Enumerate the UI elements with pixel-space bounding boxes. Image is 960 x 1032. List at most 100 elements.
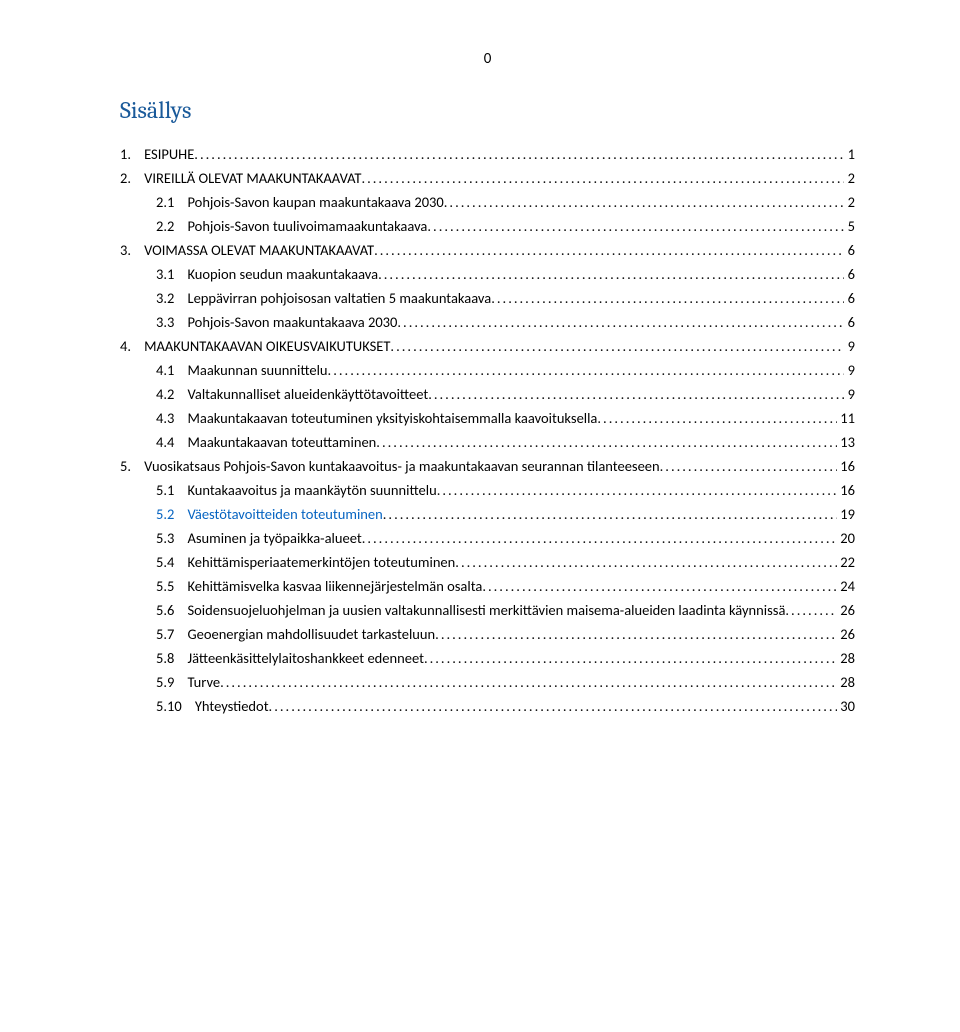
toc-leader-dots [383,504,837,525]
toc-entry-label: 2. VIREILLÄ OLEVAT MAAKUNTAKAAVAT [120,168,361,189]
toc-entry[interactable]: 3.3 Pohjois-Savon maakuntakaava 2030 6 [120,312,855,333]
toc-entry[interactable]: 4.2 Valtakunnalliset alueidenkäyttötavoi… [120,384,855,405]
toc-entry[interactable]: 2.2 Pohjois-Savon tuulivoimamaakuntakaav… [120,216,855,237]
toc-leader-dots [491,288,844,309]
toc-entry[interactable]: 5.2 Väestötavoitteiden toteutuminen 19 [120,504,855,525]
toc-entry-label: 5.9 Turve [156,672,220,693]
toc-entry-page: 11 [837,408,855,429]
toc-leader-dots [362,528,837,549]
toc-entry[interactable]: 2. VIREILLÄ OLEVAT MAAKUNTAKAAVAT 2 [120,168,855,189]
toc-entry[interactable]: 5.6 Soidensuojeluohjelman ja uusien valt… [120,600,855,621]
toc-entry-label: 5.8 Jätteenkäsittelylaitoshankkeet edenn… [156,648,424,669]
toc-entry-page: 6 [844,288,855,309]
toc-entry[interactable]: 4.4 Maakuntakaavan toteuttaminen 13 [120,432,855,453]
toc-leader-dots [390,336,844,357]
toc-entry[interactable]: 5.1 Kuntakaavoitus ja maankäytön suunnit… [120,480,855,501]
toc-entry[interactable]: 5.4 Kehittämisperiaatemerkintöjen toteut… [120,552,855,573]
toc-entry-page: 26 [837,600,855,621]
toc-entry-page: 9 [844,384,855,405]
toc-entry-label: 5.4 Kehittämisperiaatemerkintöjen toteut… [156,552,455,573]
document-page: 0 Sisällys 1. ESIPUHE 1 2. VIREILLÄ OLEVA… [0,0,960,1032]
toc-entry-page: 6 [844,312,855,333]
page-number: 0 [120,50,855,68]
toc-entry-page: 28 [837,672,855,693]
toc-entry-page: 6 [844,240,855,261]
toc-entry-label: 5.5 Kehittämisvelka kasvaa liikennejärje… [156,576,482,597]
toc-entry[interactable]: 4.3 Maakuntakaavan toteutuminen yksityis… [120,408,855,429]
toc-leader-dots [328,360,845,381]
toc-entry-page: 28 [837,648,855,669]
toc-leader-dots [427,216,844,237]
toc-entry-page: 26 [837,624,855,645]
toc-entry-page: 22 [837,552,855,573]
toc-entry-page: 9 [844,360,855,381]
toc-entry[interactable]: 5.10 Yhteystiedot 30 [120,696,855,717]
toc-entry-label: 3. VOIMASSA OLEVAT MAAKUNTAKAAVAT [120,240,374,261]
toc-entry-page: 2 [844,192,855,213]
toc-entry-label: 5.1 Kuntakaavoitus ja maankäytön suunnit… [156,480,437,501]
toc-entry-label: 5.7 Geoenergian mahdollisuudet tarkastel… [156,624,435,645]
toc-entry[interactable]: 5.7 Geoenergian mahdollisuudet tarkastel… [120,624,855,645]
toc-entry-label: 4.2 Valtakunnalliset alueidenkäyttötavoi… [156,384,428,405]
toc-entry-label: 4.4 Maakuntakaavan toteuttaminen [156,432,376,453]
toc-entry[interactable]: 5.9 Turve 28 [120,672,855,693]
toc-leader-dots [269,696,837,717]
toc-entry-page: 6 [844,264,855,285]
toc-entry-label: 1. ESIPUHE [120,144,194,165]
toc-entry-page: 2 [844,168,855,189]
toc-leader-dots [660,456,837,477]
toc-leader-dots [374,240,844,261]
toc-entry[interactable]: 3. VOIMASSA OLEVAT MAAKUNTAKAAVAT 6 [120,240,855,261]
toc-entry-page: 16 [837,480,855,501]
toc-leader-dots [437,480,837,501]
toc-entry[interactable]: 5.5 Kehittämisvelka kasvaa liikennejärje… [120,576,855,597]
toc-entry[interactable]: 4. MAAKUNTAKAAVAN OIKEUSVAIKUTUKSET 9 [120,336,855,357]
toc-entry-label: 3.3 Pohjois-Savon maakuntakaava 2030 [156,312,397,333]
toc-entry[interactable]: 3.1 Kuopion seudun maakuntakaava 6 [120,264,855,285]
toc-entry-page: 1 [844,144,855,165]
toc-leader-dots [424,648,837,669]
toc-leader-dots [194,144,844,165]
toc-leader-dots [376,432,837,453]
toc-entry-page: 16 [837,456,855,477]
toc-entry-label: 5. Vuosikatsaus Pohjois-Savon kuntakaavo… [120,456,660,477]
toc-entry-label: 5.2 Väestötavoitteiden toteutuminen [156,504,383,525]
toc-entry[interactable]: 2.1 Pohjois-Savon kaupan maakuntakaava 2… [120,192,855,213]
toc-leader-dots [785,600,837,621]
toc-entry-label: 2.1 Pohjois-Savon kaupan maakuntakaava 2… [156,192,444,213]
toc-leader-dots [397,312,844,333]
toc-leader-dots [597,408,837,429]
toc-entry-page: 13 [837,432,855,453]
toc-entry[interactable]: 5. Vuosikatsaus Pohjois-Savon kuntakaavo… [120,456,855,477]
toc-entry-label: 4. MAAKUNTAKAAVAN OIKEUSVAIKUTUKSET [120,336,390,357]
toc-entry-page: 5 [844,216,855,237]
toc-leader-dots [220,672,837,693]
toc-entry[interactable]: 5.3 Asuminen ja työpaikka-alueet 20 [120,528,855,549]
toc-entry[interactable]: 5.8 Jätteenkäsittelylaitoshankkeet edenn… [120,648,855,669]
toc-entry-label: 5.10 Yhteystiedot [156,696,269,717]
table-of-contents: 1. ESIPUHE 1 2. VIREILLÄ OLEVAT MAAKUNTAK… [120,144,855,717]
toc-entry-page: 19 [837,504,855,525]
toc-leader-dots [444,192,845,213]
toc-entry-label: 5.6 Soidensuojeluohjelman ja uusien valt… [156,600,785,621]
toc-entry-label: 5.3 Asuminen ja työpaikka-alueet [156,528,362,549]
toc-entry[interactable]: 4.1 Maakunnan suunnittelu 9 [120,360,855,381]
toc-entry-page: 20 [837,528,855,549]
toc-leader-dots [482,576,837,597]
toc-leader-dots [378,264,844,285]
toc-entry-page: 24 [837,576,855,597]
toc-entry-page: 30 [837,696,855,717]
toc-entry-label: 4.1 Maakunnan suunnittelu [156,360,328,381]
toc-leader-dots [428,384,844,405]
toc-entry[interactable]: 1. ESIPUHE 1 [120,144,855,165]
toc-leader-dots [455,552,837,573]
toc-title: Sisällys [120,96,855,124]
toc-leader-dots [361,168,844,189]
toc-entry-label: 4.3 Maakuntakaavan toteutuminen yksityis… [156,408,597,429]
toc-entry-label: 2.2 Pohjois-Savon tuulivoimamaakuntakaav… [156,216,427,237]
toc-entry-page: 9 [844,336,855,357]
toc-entry-label: 3.2 Leppävirran pohjoisosan valtatien 5 … [156,288,491,309]
toc-entry-label: 3.1 Kuopion seudun maakuntakaava [156,264,378,285]
toc-leader-dots [435,624,837,645]
toc-entry[interactable]: 3.2 Leppävirran pohjoisosan valtatien 5 … [120,288,855,309]
